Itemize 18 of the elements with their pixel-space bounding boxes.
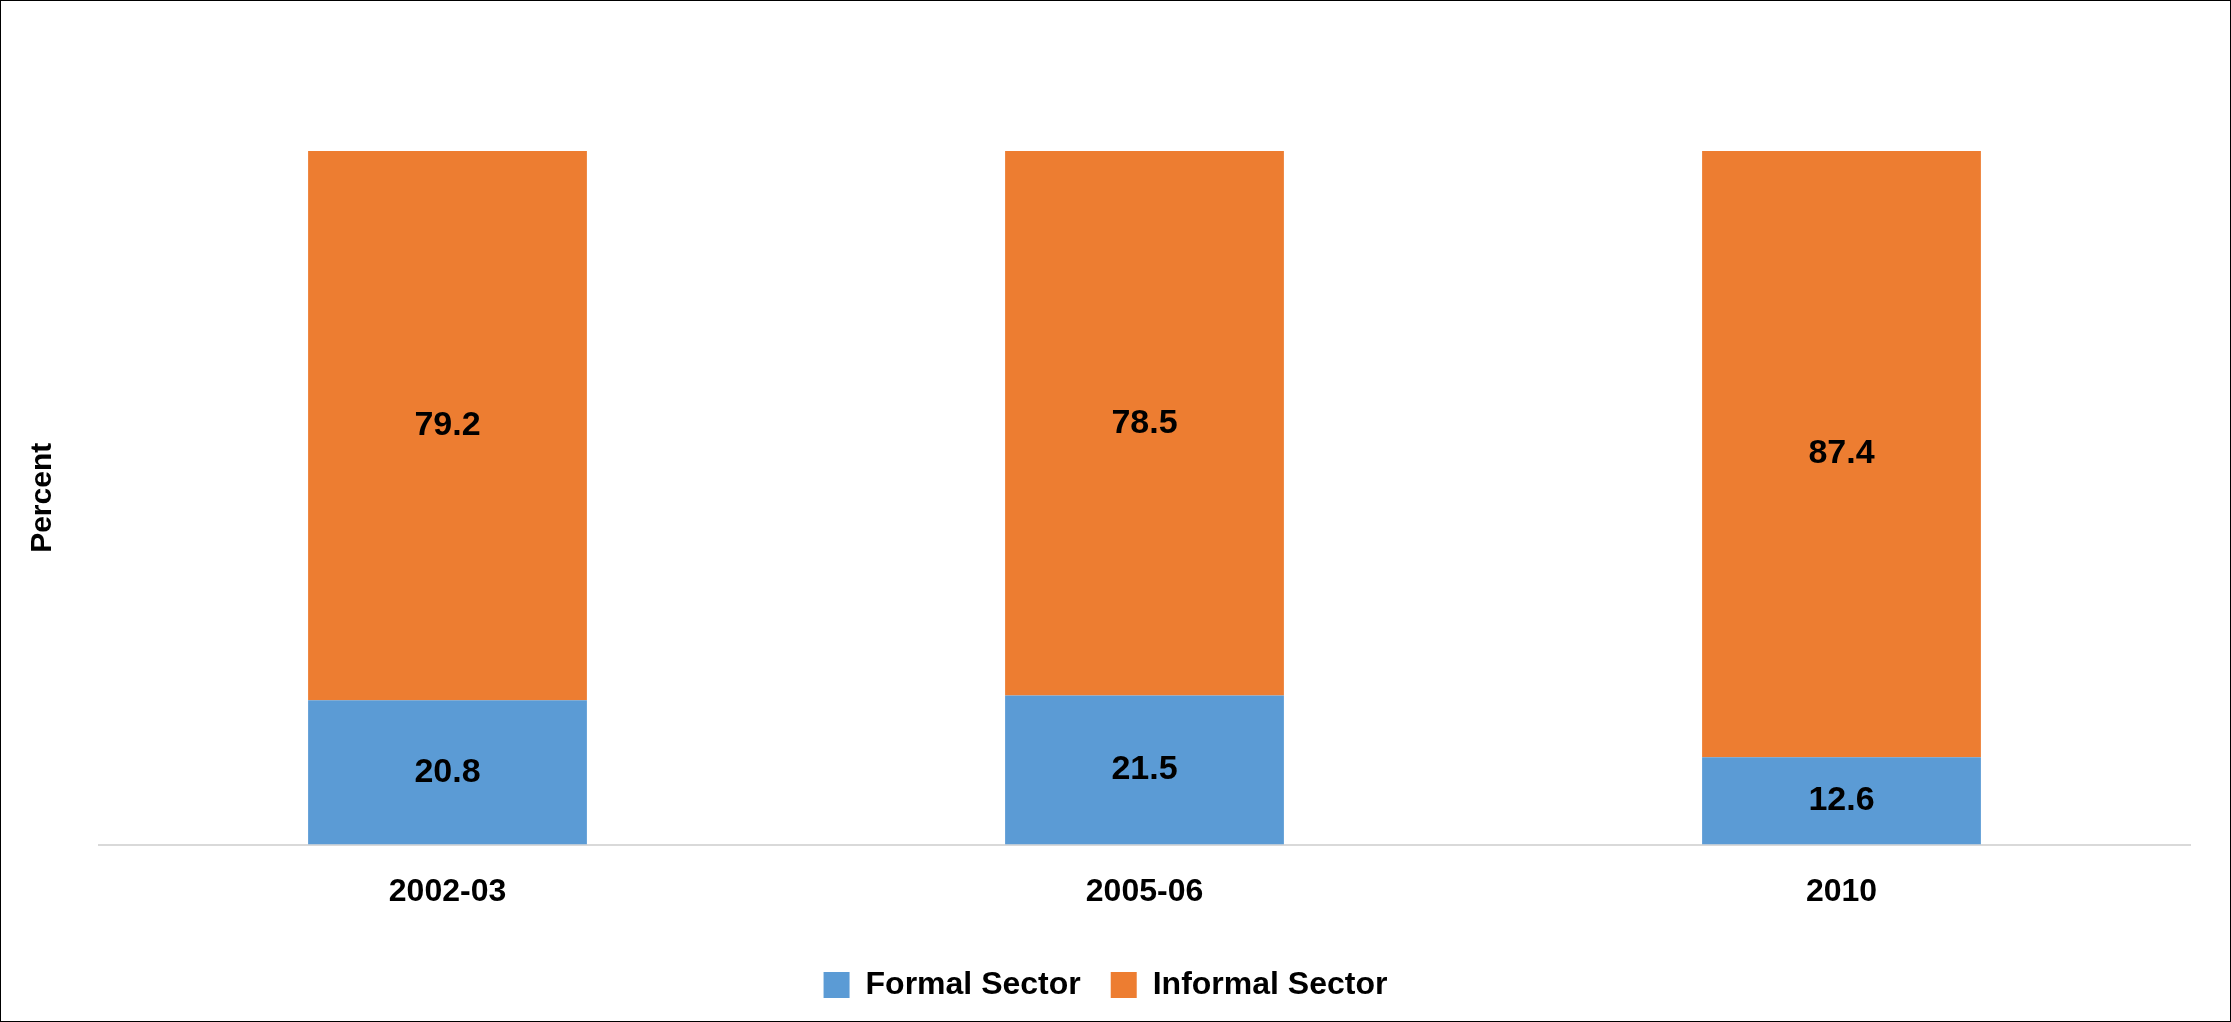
bar	[1005, 151, 1284, 696]
x-tick-label: 2010	[1805, 871, 1878, 908]
data-label: 12.6	[1808, 779, 1875, 818]
legend-label: Formal Sector	[865, 964, 1081, 1001]
bar	[308, 151, 587, 701]
data-label: 78.5	[1111, 401, 1178, 440]
bar	[1702, 151, 1981, 758]
data-label: 79.2	[414, 404, 481, 443]
data-label: 87.4	[1808, 432, 1875, 471]
bar	[1702, 757, 1981, 845]
data-label: 21.5	[1111, 748, 1178, 787]
bar	[1005, 695, 1284, 845]
bar	[308, 700, 587, 845]
legend-label: Informal Sector	[1152, 964, 1388, 1001]
x-tick-label: 2002-03	[388, 871, 507, 908]
y-axis-title: Percent	[24, 442, 58, 553]
data-label: 20.8	[414, 750, 481, 789]
x-tick-label: 2005-06	[1085, 871, 1204, 908]
